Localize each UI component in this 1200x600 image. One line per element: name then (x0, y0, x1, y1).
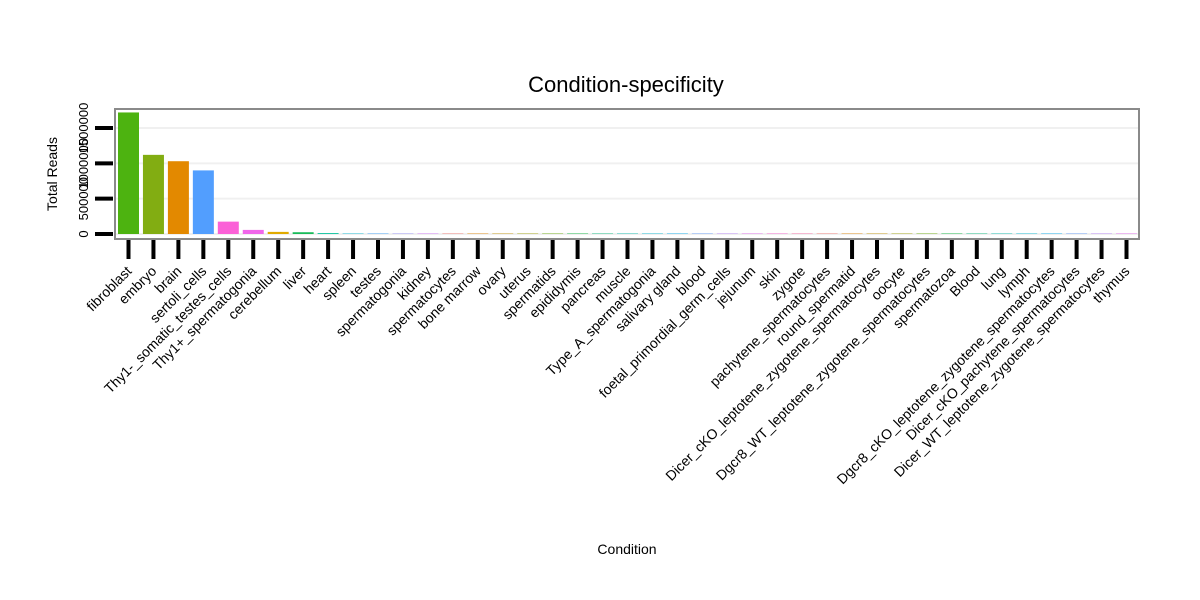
gridlines (116, 127, 1138, 235)
bar-thy1-somatic-testes-cells (217, 221, 239, 234)
bar-embryo (142, 154, 164, 234)
y-tick-label: 1000000 (76, 138, 91, 189)
bar-sertoli-cells (192, 170, 214, 234)
bar-cerebellum (267, 231, 289, 234)
x-axis-ticks: fibroblastembryobrainsertoli_cellsThy1-_… (83, 240, 1133, 487)
bar-thy1-spermatogonia (242, 229, 264, 234)
bar-heart (317, 233, 339, 234)
y-axis-title: Total Reads (44, 137, 60, 211)
bar-brain (167, 161, 189, 234)
x-tick-label: Dgcr8_cKO_leptotene_zygotene_spermatocyt… (833, 263, 1057, 487)
y-tick-label: 0 (76, 230, 91, 237)
bars (118, 112, 1137, 234)
x-axis-title: Condition (597, 541, 656, 557)
chart-title: Condition-specificity (528, 72, 724, 97)
plot-border (114, 108, 1140, 240)
y-tick-label: 1500000 (76, 103, 91, 154)
bar-liver (292, 232, 314, 234)
y-tick-label: 500000 (76, 177, 91, 220)
bar-fibroblast (118, 112, 139, 234)
